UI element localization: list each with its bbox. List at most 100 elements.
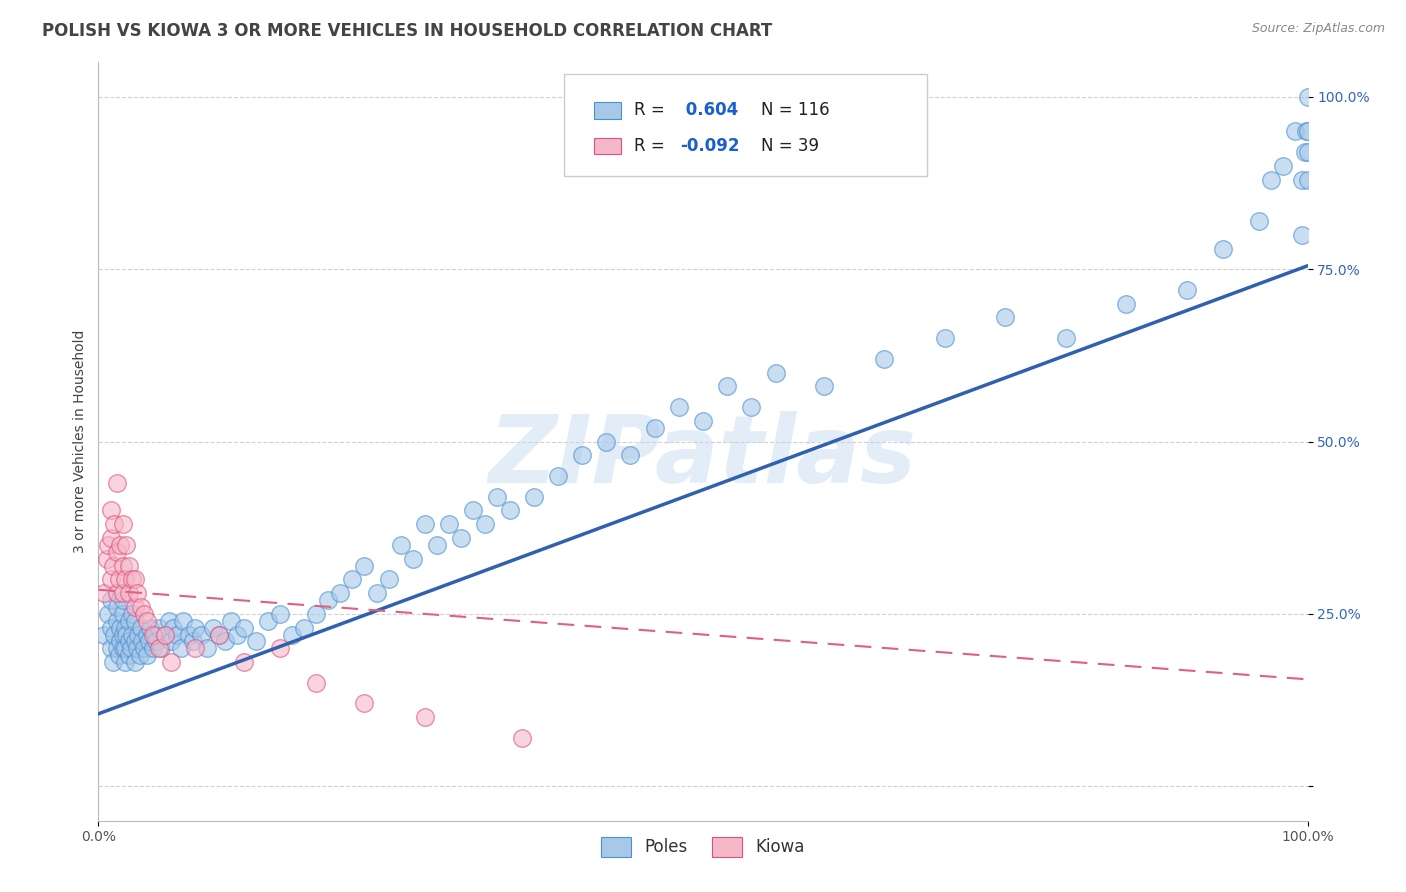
FancyBboxPatch shape <box>595 102 621 119</box>
Point <box>129 621 152 635</box>
Point <box>245 634 267 648</box>
Point <box>105 586 128 600</box>
Point <box>208 627 231 641</box>
Text: 0.604: 0.604 <box>681 101 738 120</box>
Point <box>292 621 315 635</box>
Point <box>269 607 291 621</box>
Point <box>135 614 157 628</box>
Point <box>145 634 167 648</box>
Point <box>353 558 375 573</box>
Point <box>103 627 125 641</box>
Point <box>124 634 146 648</box>
Point <box>96 551 118 566</box>
Point <box>101 655 124 669</box>
Point <box>127 641 149 656</box>
Point <box>486 490 509 504</box>
FancyBboxPatch shape <box>595 137 621 154</box>
Point <box>1175 283 1198 297</box>
Point <box>179 627 201 641</box>
Point <box>873 351 896 366</box>
Point <box>510 731 533 745</box>
Point <box>184 641 207 656</box>
Point <box>108 648 131 663</box>
Point <box>644 421 666 435</box>
Point <box>1296 172 1319 186</box>
Point <box>121 607 143 621</box>
Point <box>305 675 328 690</box>
Point <box>129 599 152 614</box>
Point <box>813 379 835 393</box>
Point <box>111 641 134 656</box>
Point <box>181 634 204 648</box>
Text: ZIPatlas: ZIPatlas <box>489 410 917 503</box>
Point <box>389 538 412 552</box>
Point <box>474 517 496 532</box>
Point <box>100 573 122 587</box>
Point <box>134 607 156 621</box>
Point <box>426 538 449 552</box>
Point <box>166 627 188 641</box>
Text: POLISH VS KIOWA 3 OR MORE VEHICLES IN HOUSEHOLD CORRELATION CHART: POLISH VS KIOWA 3 OR MORE VEHICLES IN HO… <box>42 22 772 40</box>
Point <box>1296 124 1319 138</box>
Point <box>128 648 150 663</box>
Point <box>114 621 136 635</box>
Point <box>226 627 249 641</box>
Point <box>127 586 149 600</box>
Point <box>934 331 956 345</box>
Point <box>153 627 176 641</box>
Text: -0.092: -0.092 <box>681 136 740 155</box>
Point <box>148 621 170 635</box>
Point <box>269 641 291 656</box>
Point <box>124 599 146 614</box>
Point <box>329 586 352 600</box>
FancyBboxPatch shape <box>564 74 927 177</box>
Point <box>111 627 134 641</box>
Point <box>413 517 436 532</box>
Point <box>97 538 120 552</box>
Point <box>118 614 141 628</box>
Point <box>765 366 787 380</box>
Point <box>118 634 141 648</box>
Point <box>208 627 231 641</box>
Point <box>1291 227 1313 242</box>
Point <box>93 586 115 600</box>
Point <box>366 586 388 600</box>
Point <box>1260 172 1282 186</box>
Point <box>716 379 738 393</box>
Point <box>463 503 485 517</box>
Point <box>202 621 225 635</box>
Text: R =: R = <box>634 136 671 155</box>
Point <box>100 641 122 656</box>
Point <box>342 573 364 587</box>
Point <box>316 593 339 607</box>
Text: N = 39: N = 39 <box>761 136 820 155</box>
Point <box>134 641 156 656</box>
Point <box>1249 214 1271 228</box>
Point <box>150 641 173 656</box>
Point <box>139 621 162 635</box>
Point <box>105 545 128 559</box>
Point <box>1291 172 1313 186</box>
Point <box>124 614 146 628</box>
Point <box>413 710 436 724</box>
Point <box>1272 159 1295 173</box>
Point <box>114 573 136 587</box>
Point <box>353 697 375 711</box>
Point <box>547 469 569 483</box>
Point <box>232 621 254 635</box>
Point <box>1115 296 1137 310</box>
Point <box>160 655 183 669</box>
Point <box>740 400 762 414</box>
Point <box>994 310 1017 325</box>
Point <box>115 627 138 641</box>
Point <box>142 641 165 656</box>
Point <box>127 627 149 641</box>
Point <box>232 655 254 669</box>
Point <box>108 621 131 635</box>
Point <box>111 586 134 600</box>
Point <box>148 641 170 656</box>
Point <box>195 641 218 656</box>
Text: N = 116: N = 116 <box>761 101 830 120</box>
Point <box>619 448 641 462</box>
Point <box>450 531 472 545</box>
